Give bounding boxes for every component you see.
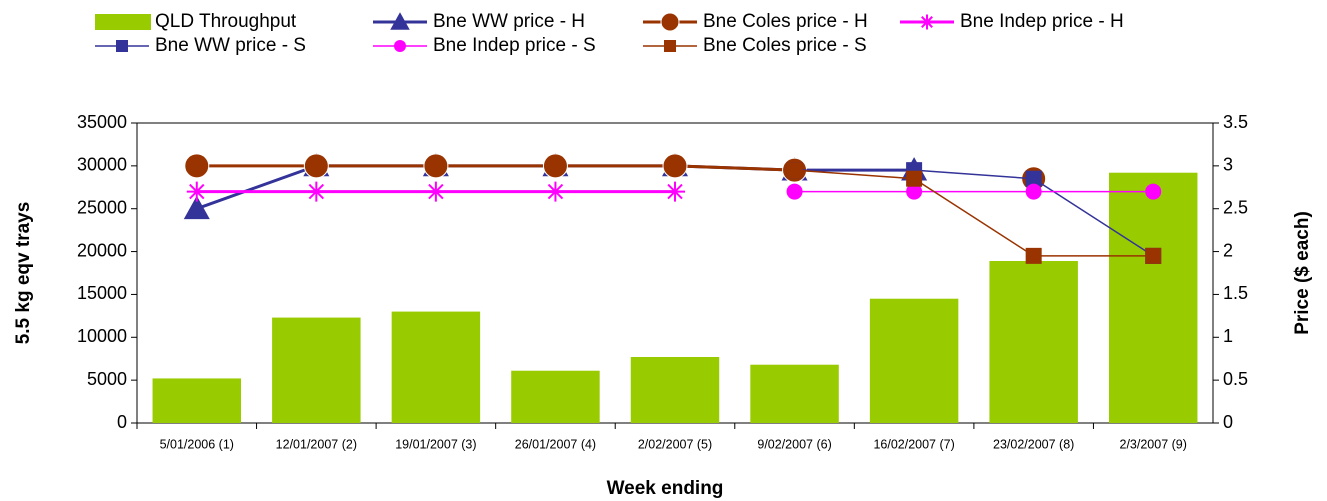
- legend-label: Bne Indep price - S: [433, 35, 596, 56]
- marker: [303, 153, 329, 179]
- marker: [1025, 170, 1042, 187]
- y-tick-label: 15000: [77, 283, 127, 303]
- y-tick-label: 35000: [77, 112, 127, 132]
- marker: [306, 181, 327, 202]
- legend-entry: Bne WW price - H: [373, 11, 585, 32]
- y2-axis-title: Price ($ each): [1292, 211, 1313, 335]
- legend-label: Bne WW price - H: [433, 11, 585, 32]
- x-tick-label: 2/02/2007 (5): [638, 437, 712, 451]
- bar: [152, 378, 242, 423]
- x-tick-label: 23/02/2007 (8): [993, 437, 1074, 451]
- legend-label: QLD Throughput: [155, 11, 297, 32]
- bar: [391, 311, 481, 423]
- series-line: [794, 169, 1154, 257]
- x-tick-label: 5/01/2006 (1): [160, 437, 234, 451]
- legend-label: Bne WW price - S: [155, 35, 306, 56]
- x-tick-label: 12/01/2007 (2): [276, 437, 357, 451]
- y2-tick-label: 2.5: [1223, 197, 1248, 217]
- marker: [662, 153, 688, 179]
- bar: [630, 357, 720, 423]
- x-tick-label: 26/01/2007 (4): [515, 437, 596, 451]
- y-axis-title: 5.5 kg eqv trays: [13, 202, 34, 345]
- y2-tick-label: 2: [1223, 240, 1233, 260]
- marker: [184, 153, 210, 179]
- y-tick-label: 10000: [77, 326, 127, 346]
- legend-entry: Bne WW price - S: [95, 35, 306, 56]
- marker: [919, 14, 935, 30]
- x-tick-label: 2/3/2007 (9): [1120, 437, 1187, 451]
- y-tick-label: 0: [117, 412, 127, 432]
- y2-tick-label: 3.5: [1223, 112, 1248, 132]
- bar: [869, 298, 959, 423]
- marker: [542, 153, 568, 179]
- marker: [186, 181, 207, 202]
- marker: [1145, 247, 1162, 264]
- marker: [906, 170, 923, 187]
- marker: [786, 183, 803, 200]
- marker: [425, 181, 446, 202]
- marker: [665, 181, 685, 202]
- y2-tick-label: 0: [1223, 412, 1233, 432]
- x-axis-title: Week ending: [607, 478, 724, 499]
- marker: [423, 153, 449, 179]
- bar: [1108, 172, 1198, 423]
- marker: [183, 195, 210, 220]
- y2-tick-label: 1: [1223, 326, 1233, 346]
- legend-entry: Bne Indep price - H: [900, 11, 1124, 32]
- marker: [116, 40, 128, 52]
- legend-label: Bne Coles price - S: [703, 35, 867, 56]
- marker: [1025, 183, 1042, 200]
- y2-tick-label: 1.5: [1223, 283, 1248, 303]
- marker: [1145, 183, 1162, 200]
- marker: [394, 40, 406, 52]
- marker: [390, 12, 410, 30]
- legend-entry: Bne Indep price - S: [373, 35, 596, 56]
- legend-label: Bne Indep price - H: [960, 11, 1124, 32]
- legend-entry: QLD Throughput: [95, 11, 297, 32]
- x-tick-label: 19/01/2007 (3): [395, 437, 476, 451]
- marker: [1025, 247, 1042, 264]
- y2-tick-label: 0.5: [1223, 369, 1248, 389]
- marker: [545, 181, 566, 202]
- marker: [660, 12, 680, 32]
- x-tick-label: 9/02/2007 (6): [757, 437, 831, 451]
- y-tick-label: 5000: [87, 369, 127, 389]
- y-tick-label: 25000: [77, 197, 127, 217]
- legend-swatch: [95, 14, 151, 30]
- y2-tick-label: 3: [1223, 155, 1233, 175]
- bar: [989, 261, 1078, 423]
- legend-entry: Bne Coles price - S: [643, 35, 867, 56]
- legend-entry: Bne Coles price - H: [643, 11, 868, 32]
- series-line: [794, 169, 1154, 257]
- bar: [750, 364, 839, 423]
- legend-label: Bne Coles price - H: [703, 11, 868, 32]
- bar: [511, 370, 600, 423]
- bar: [272, 317, 361, 423]
- y-tick-label: 30000: [77, 155, 127, 175]
- x-tick-label: 16/02/2007 (7): [873, 437, 954, 451]
- y-tick-label: 20000: [77, 240, 127, 260]
- marker: [664, 40, 676, 52]
- marker: [906, 183, 923, 200]
- marker: [786, 162, 803, 179]
